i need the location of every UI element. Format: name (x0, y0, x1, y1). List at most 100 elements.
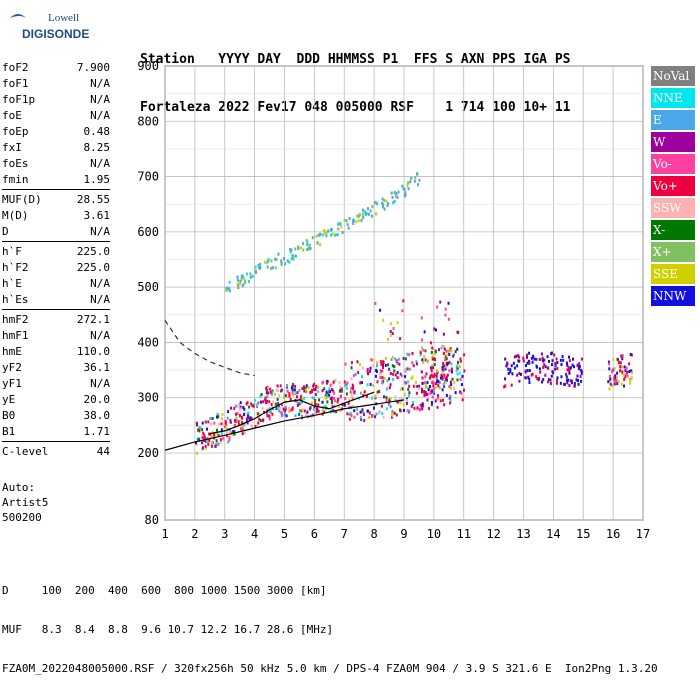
echo-point (331, 382, 334, 386)
echo-point (367, 416, 370, 420)
echo-point (288, 410, 291, 414)
echo-point (204, 420, 207, 424)
echo-point (412, 401, 415, 405)
param-group-1: foF2 7.900 foF1 N/A foF1p N/A foE N/A foEp 0.48 fx… (2, 60, 110, 190)
echo-point (460, 383, 463, 387)
echo-point (369, 209, 372, 213)
echo-point (306, 410, 309, 414)
echo-point (421, 387, 424, 391)
echo-point (376, 390, 379, 394)
echo-point (347, 401, 350, 405)
echo-point (376, 202, 379, 206)
param-value: 0.48 (83, 125, 111, 138)
param-label: yF1 (2, 377, 22, 390)
color-legend: NoVal NNE E W Vo- Vo+ SSW X- X+ SSE NNW (651, 66, 695, 308)
echo-point (298, 409, 301, 413)
echo-point (299, 246, 302, 250)
echo-point (425, 372, 428, 376)
echo-point (322, 229, 325, 233)
echo-point (280, 411, 283, 415)
echo-point (280, 263, 283, 267)
x-tick-label: 3 (221, 527, 228, 541)
param-label: h`F (2, 245, 22, 258)
echo-point (366, 409, 369, 413)
echo-point (530, 373, 533, 377)
echo-point (511, 372, 514, 376)
echo-point (259, 400, 262, 404)
echo-point (442, 398, 445, 402)
echo-point (372, 384, 375, 388)
echo-point (274, 402, 277, 406)
echo-point (329, 397, 332, 401)
echo-point (389, 330, 392, 334)
echo-point (435, 369, 438, 373)
echo-point (301, 400, 304, 404)
echo-point (251, 404, 254, 408)
echo-point (393, 365, 396, 369)
echo-point (361, 410, 364, 414)
echo-point (335, 410, 338, 414)
echo-point (209, 416, 212, 420)
echo-point (233, 432, 236, 436)
echo-point (374, 374, 377, 378)
echo-point (568, 384, 571, 388)
echo-point (625, 372, 628, 376)
echo-point (629, 353, 632, 357)
echo-point (347, 226, 350, 230)
echo-point (531, 360, 534, 364)
param-label: yE (2, 393, 16, 406)
echo-point (433, 374, 436, 378)
echo-point (310, 389, 313, 393)
echo-point (292, 382, 295, 386)
echo-point (201, 446, 204, 450)
echo-point (613, 376, 616, 380)
echo-point (443, 403, 446, 407)
echo-point (447, 317, 450, 321)
echo-point (459, 357, 462, 361)
echo-point (444, 380, 447, 384)
echo-point (358, 213, 361, 217)
echo-point (323, 387, 326, 391)
echo-point (360, 375, 363, 379)
echo-point (274, 257, 277, 261)
echo-point (576, 364, 579, 368)
echo-point (551, 359, 554, 363)
echo-point (618, 359, 621, 363)
echo-point (382, 395, 385, 399)
digisonde-logo: Lowell DIGISONDE (8, 8, 128, 48)
x-tick-label: 13 (516, 527, 530, 541)
echo-point (434, 352, 437, 356)
echo-point (251, 274, 254, 278)
echo-point (209, 422, 212, 426)
echo-point (352, 219, 355, 223)
echo-point (213, 433, 216, 437)
echo-point (399, 372, 402, 376)
echo-point (202, 431, 205, 435)
echo-point (225, 423, 228, 427)
echo-point (219, 441, 222, 445)
echo-point (379, 375, 382, 379)
param-row: foF1 N/A (2, 76, 110, 92)
echo-point (256, 403, 259, 407)
echo-point (541, 356, 544, 360)
echo-point (434, 399, 437, 403)
echo-point (555, 381, 558, 385)
echo-point (291, 406, 294, 410)
echo-point (339, 386, 342, 390)
echo-point (301, 408, 304, 412)
echo-point (306, 248, 309, 252)
echo-point (319, 243, 322, 247)
echo-point (513, 355, 516, 359)
echo-point (442, 375, 445, 379)
echo-point (239, 405, 242, 409)
echo-point (400, 374, 403, 378)
echo-point (393, 411, 396, 415)
x-tick-label: 17 (636, 527, 650, 541)
echo-point (389, 397, 392, 401)
x-tick-label: 10 (427, 527, 441, 541)
echo-point (242, 405, 245, 409)
echo-point (535, 357, 538, 361)
echo-point (396, 361, 399, 365)
x-tick-label: 12 (486, 527, 500, 541)
echo-point (424, 358, 427, 362)
